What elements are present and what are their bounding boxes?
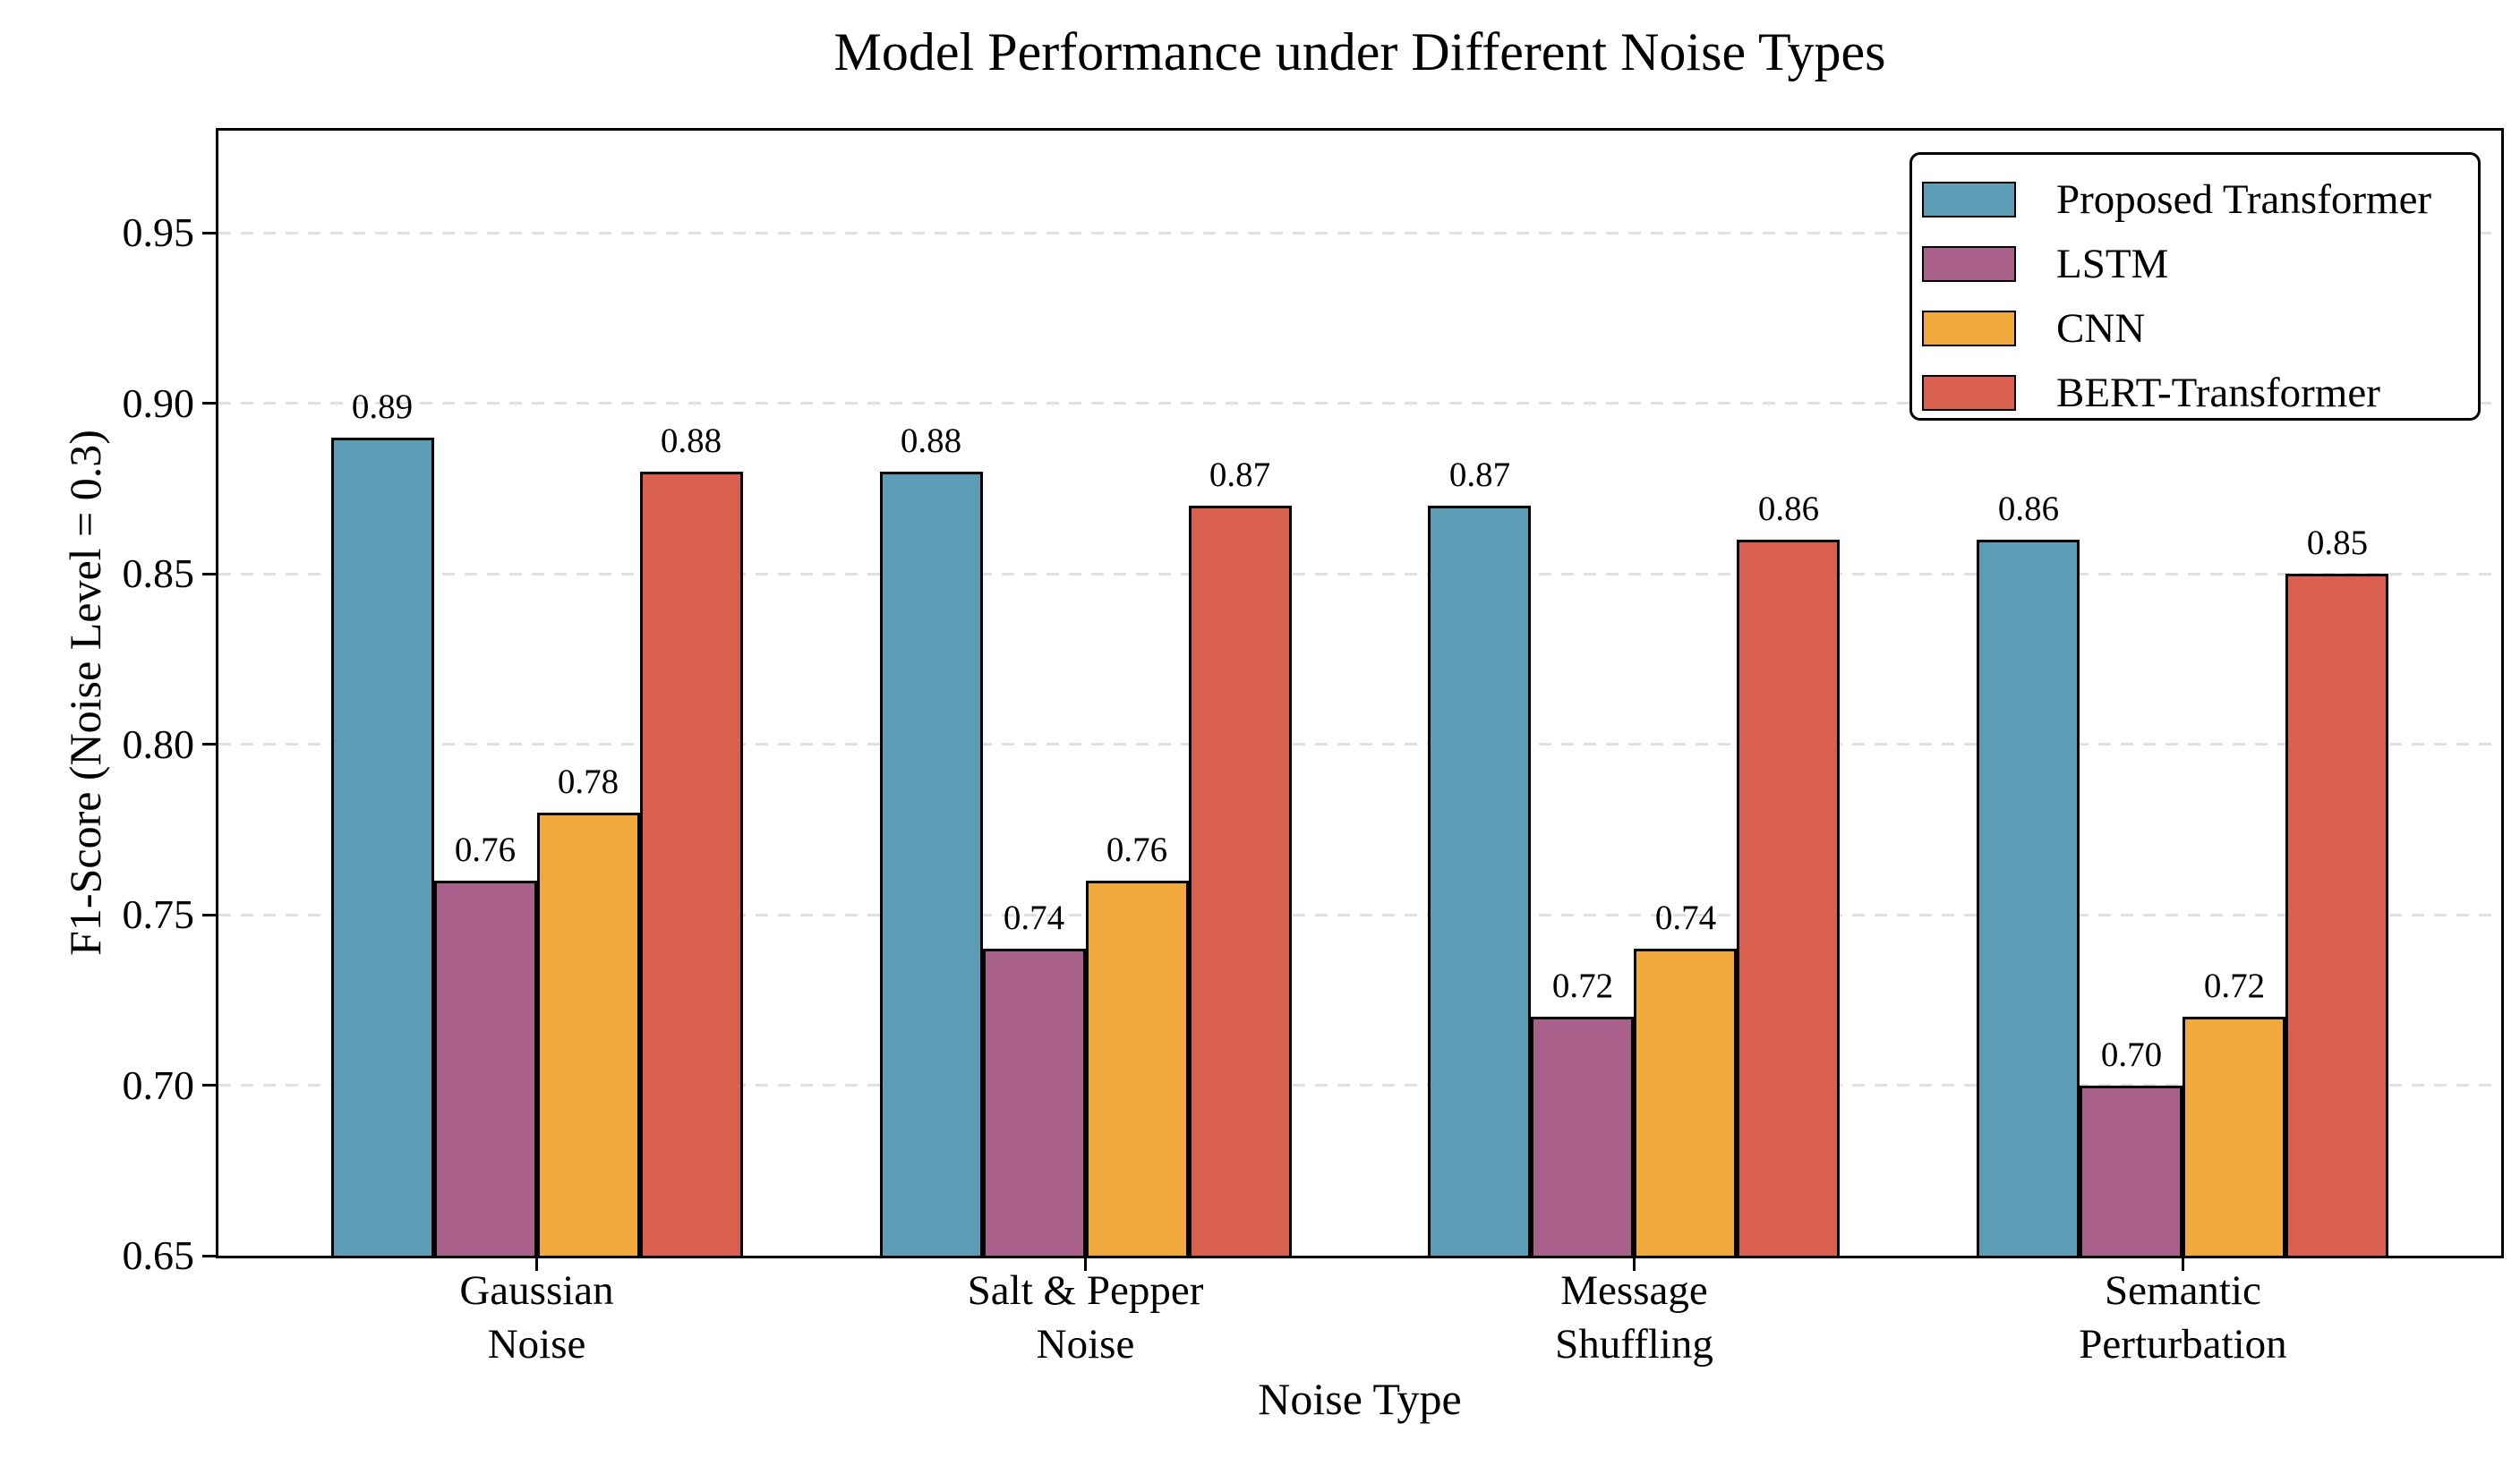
x-category-label-line: Semantic xyxy=(2105,1267,2261,1314)
x-tick-mark xyxy=(535,1258,539,1271)
legend-item: LSTM xyxy=(1912,232,2478,296)
y-tick-label: 0.75 xyxy=(122,891,195,938)
bar-value-label: 0.74 xyxy=(1003,899,1065,938)
x-category-label: Salt & Pepper Noise xyxy=(817,1264,1354,1371)
chart-title: Model Performance under Different Noise … xyxy=(833,22,1886,81)
x-tick-mark xyxy=(1084,1258,1087,1271)
x-category-label: Message Shuffling xyxy=(1365,1264,1902,1371)
x-tick-mark xyxy=(1632,1258,1636,1271)
y-tick-label: 0.80 xyxy=(122,720,195,767)
legend-label: BERT-Transformer xyxy=(2056,370,2380,416)
bar xyxy=(879,472,983,1256)
bar-value-label: 0.86 xyxy=(1997,490,2060,529)
x-category-label-line: Salt & Pepper xyxy=(967,1267,1204,1314)
x-category-label-line: Message xyxy=(1560,1267,1708,1314)
bar xyxy=(1188,506,1292,1256)
y-tick-mark xyxy=(202,572,216,575)
x-category-label: Gaussian Noise xyxy=(269,1264,806,1371)
bar-value-label: 0.78 xyxy=(557,762,619,801)
bar-value-label: 0.76 xyxy=(454,831,517,869)
legend-item: Proposed Transformer xyxy=(1912,167,2478,232)
y-tick-label: 0.70 xyxy=(122,1061,195,1108)
bar-value-label: 0.70 xyxy=(2100,1035,2163,1074)
bar-value-label: 0.89 xyxy=(351,387,414,426)
x-tick-mark xyxy=(2181,1258,2184,1271)
y-tick-label: 0.65 xyxy=(122,1232,195,1278)
y-tick-mark xyxy=(202,1084,216,1087)
bar xyxy=(1428,506,1532,1256)
gridline xyxy=(218,572,2501,575)
bar xyxy=(536,813,640,1256)
bar xyxy=(1634,949,1738,1256)
bar xyxy=(1737,540,1841,1256)
bar xyxy=(639,472,743,1256)
bar xyxy=(2080,1086,2183,1256)
bar-value-label: 0.87 xyxy=(1448,456,1511,494)
legend-label: LSTM xyxy=(2056,241,2169,287)
bar xyxy=(1085,881,1189,1256)
y-tick-mark xyxy=(202,913,216,916)
bar xyxy=(1977,540,2080,1256)
bar xyxy=(330,438,434,1256)
x-category-label-line: Noise xyxy=(1036,1321,1135,1368)
bar xyxy=(982,949,1086,1256)
bar xyxy=(433,881,537,1256)
legend: Proposed Transformer LSTM CNN BERT-Transfor… xyxy=(1909,152,2481,421)
bar-value-label: 0.87 xyxy=(1209,456,1271,494)
legend-label: Proposed Transformer xyxy=(2056,176,2432,223)
bar-value-label: 0.88 xyxy=(660,421,722,460)
y-tick-mark xyxy=(202,743,216,746)
y-tick-label: 0.90 xyxy=(122,379,195,426)
x-category-label-line: Gaussian xyxy=(459,1267,614,1314)
y-tick-mark xyxy=(202,231,216,234)
y-axis-label: F1-Score (Noise Level = 0.3) xyxy=(60,430,110,956)
bar xyxy=(1531,1017,1635,1256)
bar-value-label: 0.85 xyxy=(2306,524,2369,563)
legend-item: BERT-Transformer xyxy=(1912,361,2478,425)
legend-label: CNN xyxy=(2056,305,2146,352)
legend-swatch xyxy=(1922,311,2016,346)
legend-item: CNN xyxy=(1912,296,2478,361)
x-category-label-line: Shuffling xyxy=(1555,1321,1713,1368)
y-tick-label: 0.85 xyxy=(122,550,195,597)
x-category-label-line: Noise xyxy=(487,1321,586,1368)
legend-swatch xyxy=(1922,246,2016,282)
x-category-label-line: Perturbation xyxy=(2079,1321,2287,1368)
bar-value-label: 0.88 xyxy=(900,421,962,460)
bar-value-label: 0.72 xyxy=(2203,967,2266,1006)
x-axis-label: Noise Type xyxy=(1258,1374,1462,1424)
bar-value-label: 0.86 xyxy=(1757,490,1820,529)
x-category-label: Semantic Perturbation xyxy=(1914,1264,2451,1371)
bar-value-label: 0.76 xyxy=(1106,831,1168,869)
legend-swatch xyxy=(1922,182,2016,217)
bar-value-label: 0.74 xyxy=(1654,899,1717,938)
y-tick-mark xyxy=(202,1254,216,1257)
bar xyxy=(2285,574,2389,1256)
bar-value-label: 0.72 xyxy=(1551,967,1614,1006)
y-tick-label: 0.95 xyxy=(122,209,195,256)
bar xyxy=(2183,1017,2286,1256)
gridline xyxy=(218,743,2501,746)
y-tick-mark xyxy=(202,402,216,405)
legend-swatch xyxy=(1922,375,2016,411)
